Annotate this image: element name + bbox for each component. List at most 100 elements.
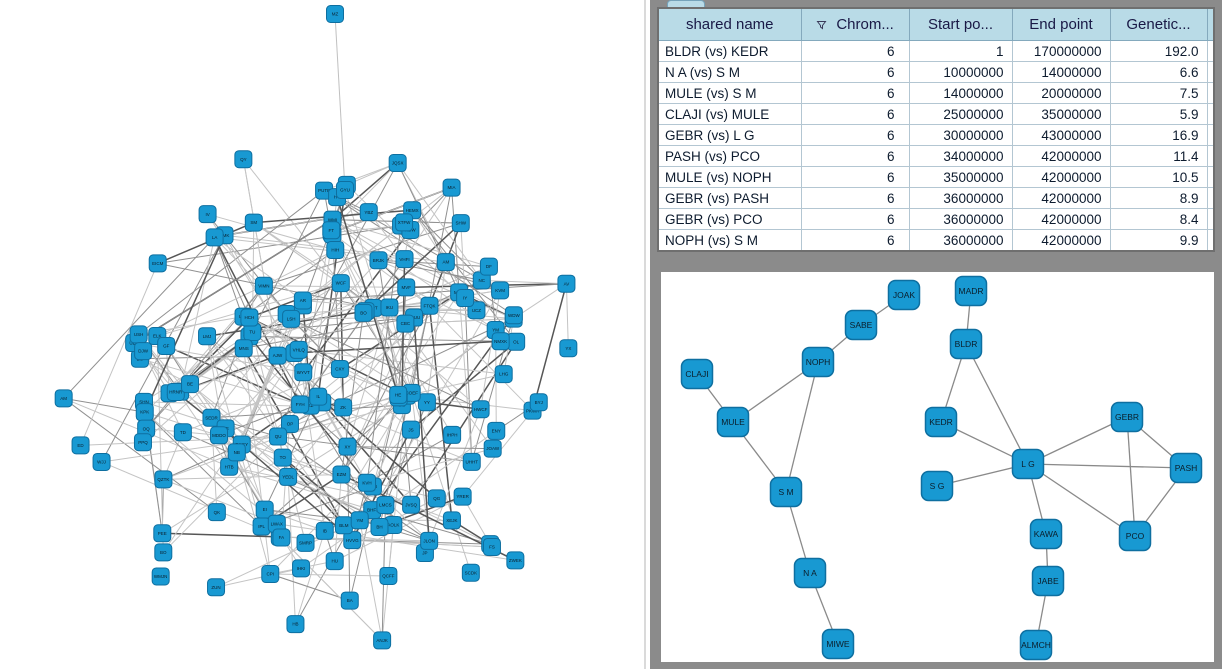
- network-node[interactable]: [296, 533, 315, 552]
- network-node[interactable]: [334, 398, 353, 417]
- network-node[interactable]: [207, 578, 226, 597]
- network-node[interactable]: [326, 240, 345, 259]
- network-node[interactable]: [380, 298, 399, 317]
- network-node[interactable]: [504, 306, 523, 325]
- network-node[interactable]: [370, 517, 389, 536]
- network-node-s-g[interactable]: [920, 470, 954, 502]
- network-node[interactable]: [420, 531, 439, 550]
- table-row[interactable]: PASH (vs) PCO 6 34000000 42000000 11.4: [657, 145, 1215, 167]
- cell-end-point[interactable]: 42000000: [1011, 166, 1111, 188]
- cell-chromosome[interactable]: 6: [800, 103, 910, 125]
- cell-end-point[interactable]: 43000000: [1011, 124, 1111, 146]
- network-node[interactable]: [280, 414, 299, 433]
- network-node-sabe[interactable]: [844, 309, 878, 341]
- cell-chromosome[interactable]: 6: [800, 208, 910, 230]
- cell-shared-name[interactable]: N A (vs) S M: [657, 61, 802, 83]
- network-node[interactable]: [129, 325, 148, 344]
- cell-genetic[interactable]: 11.4: [1109, 145, 1208, 167]
- network-node[interactable]: [291, 395, 310, 414]
- network-node[interactable]: [293, 291, 312, 310]
- network-node[interactable]: [272, 528, 291, 547]
- network-node-noph[interactable]: [801, 346, 835, 378]
- network-node[interactable]: [471, 400, 490, 419]
- cell-chromosome[interactable]: 6: [800, 124, 910, 146]
- cell-chromosome[interactable]: 6: [800, 229, 910, 252]
- network-node[interactable]: [369, 251, 388, 270]
- network-node[interactable]: [254, 276, 273, 295]
- network-node[interactable]: [240, 308, 259, 327]
- table-row[interactable]: NOPH (vs) S M 6 36000000 42000000 9.9: [657, 229, 1215, 252]
- cell-start-position[interactable]: 36000000: [908, 208, 1013, 230]
- network-node[interactable]: [282, 309, 301, 328]
- network-node[interactable]: [396, 314, 415, 333]
- network-node[interactable]: [261, 565, 280, 584]
- cell-end-point[interactable]: 42000000: [1011, 187, 1111, 209]
- network-node[interactable]: [294, 363, 313, 382]
- network-node[interactable]: [330, 359, 349, 378]
- cell-genetic[interactable]: 16.9: [1109, 124, 1208, 146]
- cell-chromosome[interactable]: 6: [800, 166, 910, 188]
- network-node[interactable]: [279, 467, 298, 486]
- cell-end-point[interactable]: 14000000: [1011, 61, 1111, 83]
- network-node-pco[interactable]: [1118, 520, 1152, 552]
- network-node[interactable]: [336, 181, 354, 199]
- network-node-n-a[interactable]: [793, 557, 827, 589]
- network-node[interactable]: [388, 154, 407, 173]
- network-node[interactable]: [436, 253, 455, 272]
- cell-start-position[interactable]: 10000000: [908, 61, 1013, 83]
- cell-genetic[interactable]: 9.9: [1109, 229, 1208, 252]
- cell-genetic[interactable]: 8.4: [1109, 208, 1208, 230]
- cell-shared-name[interactable]: NOPH (vs) S M: [657, 229, 802, 252]
- network-node[interactable]: [395, 213, 414, 232]
- table-row[interactable]: BLDR (vs) KEDR 6 1 170000000 192.0: [657, 40, 1215, 62]
- network-node-bldr[interactable]: [949, 328, 983, 360]
- network-node[interactable]: [289, 340, 308, 359]
- network-node-madr[interactable]: [954, 275, 988, 307]
- network-node-s-m[interactable]: [769, 476, 803, 508]
- cell-start-position[interactable]: 1: [908, 40, 1013, 62]
- network-node[interactable]: [154, 543, 173, 562]
- column-header-genetic[interactable]: Genetic...: [1109, 7, 1208, 41]
- cell-shared-name[interactable]: MULE (vs) S M: [657, 82, 802, 104]
- panel-splitter[interactable]: [644, 0, 646, 669]
- network-node[interactable]: [557, 274, 576, 293]
- cell-end-point[interactable]: 35000000: [1011, 103, 1111, 125]
- network-node[interactable]: [198, 205, 217, 224]
- cell-start-position[interactable]: 36000000: [908, 229, 1013, 252]
- cell-chromosome[interactable]: 6: [800, 40, 910, 62]
- network-edge[interactable]: [1027, 463, 1187, 469]
- cell-end-point[interactable]: 170000000: [1011, 40, 1111, 62]
- network-node[interactable]: [252, 517, 271, 536]
- network-node[interactable]: [326, 5, 344, 23]
- network-node[interactable]: [559, 339, 578, 358]
- network-node-jabe[interactable]: [1031, 565, 1065, 597]
- network-node[interactable]: [507, 332, 526, 351]
- network-node[interactable]: [402, 495, 421, 514]
- cell-genetic[interactable]: 10.5: [1109, 166, 1208, 188]
- cell-chromosome[interactable]: 6: [800, 61, 910, 83]
- network-node[interactable]: [234, 150, 253, 169]
- network-node-miwe[interactable]: [821, 628, 855, 660]
- network-edge[interactable]: [1027, 416, 1128, 465]
- cell-end-point[interactable]: 42000000: [1011, 208, 1111, 230]
- network-node[interactable]: [479, 257, 498, 276]
- network-node[interactable]: [151, 567, 170, 586]
- network-node[interactable]: [491, 281, 510, 300]
- network-edge[interactable]: [1027, 463, 1136, 537]
- table-row[interactable]: CLAJI (vs) MULE 6 25000000 35000000 5.9: [657, 103, 1215, 125]
- network-node[interactable]: [198, 327, 217, 346]
- network-node[interactable]: [461, 563, 480, 582]
- network-node-pash[interactable]: [1169, 452, 1203, 484]
- network-node[interactable]: [338, 437, 357, 456]
- overview-network-canvas[interactable]: LJNELKQCFFSEDRAOLKIOWYRDGTOEGPPTIKUMIAPE…: [0, 0, 650, 669]
- network-node[interactable]: [227, 443, 246, 462]
- network-node[interactable]: [148, 254, 167, 273]
- network-node[interactable]: [269, 427, 288, 446]
- cell-start-position[interactable]: 35000000: [908, 166, 1013, 188]
- network-node[interactable]: [154, 470, 173, 489]
- cell-shared-name[interactable]: GEBR (vs) PCO: [657, 208, 802, 230]
- network-node[interactable]: [354, 303, 373, 322]
- cell-chromosome[interactable]: 6: [800, 82, 910, 104]
- cell-start-position[interactable]: 34000000: [908, 145, 1013, 167]
